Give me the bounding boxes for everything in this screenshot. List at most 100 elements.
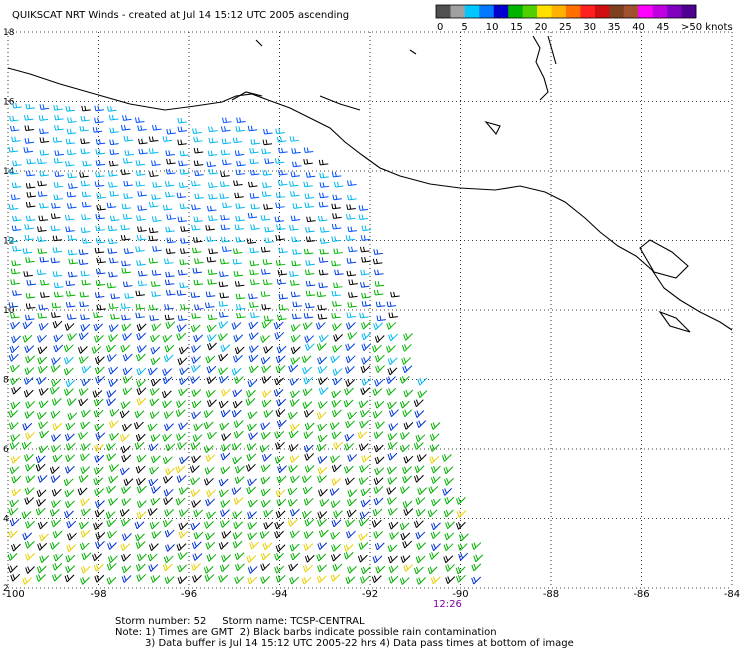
wind-barb [164, 529, 175, 538]
wind-barb [166, 128, 176, 135]
pass-time: 12:26 [433, 599, 462, 610]
wind-barb [162, 334, 173, 343]
wind-barb [152, 182, 162, 188]
wind-barb [162, 376, 173, 385]
wind-barb [94, 292, 105, 298]
wind-barb [414, 410, 425, 418]
wind-barb [25, 566, 35, 574]
wind-barb [180, 238, 190, 244]
wind-barb [66, 149, 77, 156]
wind-barb [235, 169, 246, 176]
wind-barb [165, 271, 175, 278]
lon-label: -96 [181, 589, 197, 600]
wind-barb [137, 270, 148, 277]
wind-barb [134, 117, 145, 124]
wind-barb [194, 258, 204, 264]
wind-barb [52, 137, 63, 143]
wind-barb [10, 434, 21, 442]
wind-barb [347, 226, 358, 233]
wind-barb [121, 553, 131, 562]
wind-barb [218, 367, 228, 375]
wind-barb [344, 387, 354, 396]
wind-barb [96, 193, 106, 199]
wind-barb [319, 192, 329, 199]
wind-barb [51, 500, 61, 508]
wind-barb [53, 334, 64, 343]
wind-barb [414, 474, 424, 483]
wind-barb [50, 475, 61, 483]
wind-barb [26, 192, 37, 198]
wind-barb [317, 313, 328, 320]
wind-barb [386, 301, 397, 308]
wind-barb [217, 333, 228, 341]
wind-barb [65, 160, 75, 167]
wind-barb [317, 356, 327, 365]
wind-barb [249, 158, 259, 165]
wind-barb [317, 304, 327, 311]
wind-barb [331, 236, 341, 242]
wind-barb [106, 576, 117, 585]
wind-barb [388, 521, 399, 530]
wind-barb [249, 269, 259, 276]
wind-barb [359, 464, 370, 473]
wind-barb [358, 533, 369, 541]
wind-barb [149, 171, 159, 178]
wind-barb [458, 552, 469, 561]
wind-barb [417, 390, 428, 399]
lon-label: -100 [2, 589, 25, 600]
wind-barb [278, 293, 289, 300]
wind-barb [347, 489, 358, 498]
wind-barb [306, 216, 316, 223]
wind-barb [51, 302, 62, 309]
wind-barb [22, 334, 33, 343]
legend-label: 45 [657, 22, 670, 33]
wind-barb [386, 345, 396, 353]
wind-barb [23, 115, 34, 121]
wind-barb [331, 290, 342, 297]
wind-barb [318, 529, 329, 538]
wind-barb [346, 312, 356, 319]
wind-barb [290, 475, 300, 484]
wind-barb [149, 387, 160, 396]
wind-barb [150, 281, 161, 287]
wind-barb [218, 478, 229, 487]
lat-label: 12 [3, 237, 14, 247]
wind-barb [10, 125, 20, 132]
wind-barb [164, 181, 175, 187]
wind-barb [275, 192, 286, 199]
wind-barb [234, 192, 244, 199]
lon-label: -86 [633, 589, 649, 600]
wind-barb [54, 114, 64, 121]
wind-barb [137, 226, 147, 232]
wind-barb [148, 148, 159, 154]
wind-barb [331, 519, 342, 528]
wind-barb [359, 575, 370, 584]
wind-barb [260, 356, 271, 365]
wind-barb [261, 399, 272, 408]
wind-barb [415, 434, 426, 443]
wind-barb [221, 554, 231, 563]
wind-barb [136, 323, 147, 332]
wind-barb [94, 488, 104, 496]
wind-barb [50, 225, 61, 232]
wind-barb [148, 257, 159, 264]
wind-barb [274, 158, 285, 164]
wind-barb [260, 476, 271, 485]
wind-barb [37, 356, 48, 365]
wind-barb [36, 565, 47, 574]
wind-barb [348, 279, 358, 286]
wind-barb [304, 453, 315, 461]
wind-barb [148, 478, 159, 487]
legend-swatch [479, 5, 495, 18]
wind-barb [135, 465, 146, 474]
wind-barb [80, 421, 90, 430]
wind-barb [233, 376, 244, 384]
wind-barb [347, 331, 358, 340]
wind-barb [205, 389, 216, 398]
wind-barb [220, 500, 231, 508]
wind-barb [108, 303, 119, 309]
wind-barb [8, 353, 19, 362]
wind-barb [52, 454, 63, 463]
wind-barb [235, 293, 246, 300]
wind-barb [218, 375, 229, 384]
